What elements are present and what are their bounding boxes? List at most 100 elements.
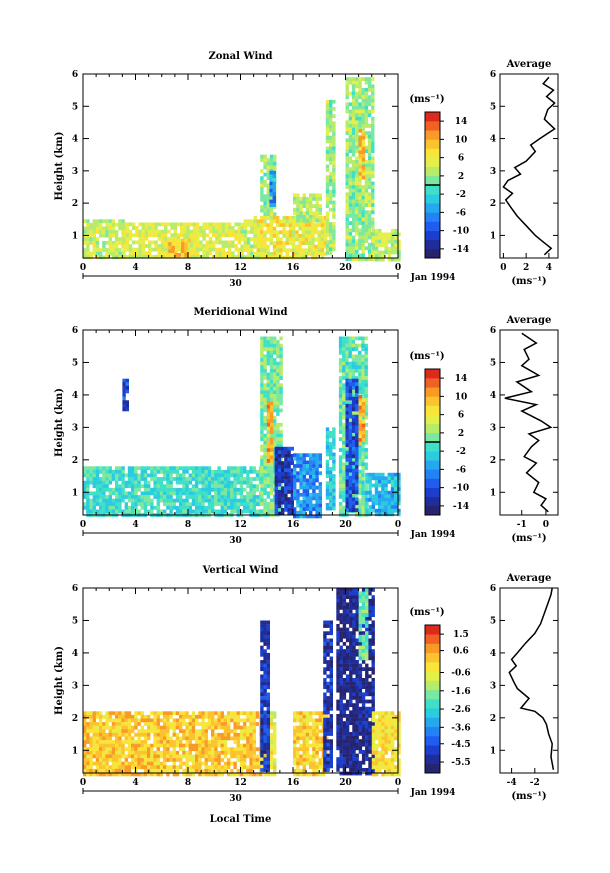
echo-cell [263,469,267,474]
echo-cell [273,386,277,391]
echo-cell [108,711,112,716]
echo-cell [325,438,330,442]
echo-cell [239,765,244,770]
echo-cell [296,772,300,777]
echo-cell [273,758,277,762]
echo-cell [290,504,294,509]
echo-cell [211,473,215,478]
echo-cell [164,251,168,256]
echo-cell [188,487,192,492]
echo-cell [273,419,277,424]
echo-cell [358,487,362,492]
echo-cell [305,761,310,766]
echo-cell [345,425,349,430]
echo-cell [122,222,126,227]
echo-cell [198,743,202,748]
echo-cell [256,252,261,256]
echo-cell [345,429,349,433]
echo-cell [293,761,297,766]
echo-cell [228,229,232,234]
echo-cell [186,233,190,238]
echo-cell [364,178,369,182]
echo-cell [102,747,106,752]
echo-cell [290,472,294,476]
echo-cell [364,181,369,186]
echo-cell [249,718,253,723]
echo-cell [292,252,296,256]
echo-cell [153,725,157,730]
echo-cell [274,457,278,462]
echo-cell [132,226,136,230]
day-label: 30 [229,279,242,289]
echo-cell [269,761,274,766]
echo-cell [266,401,271,406]
echo-cell [95,732,100,737]
echo-cell [214,469,218,474]
echo-cell [302,714,306,719]
echo-cell [263,194,267,199]
echo-cell [345,145,349,150]
echo-cell [361,160,365,164]
echo-cell [83,743,87,748]
echo-cell [175,736,180,741]
echo-cell [246,736,250,741]
echo-cell [115,772,119,777]
echo-cell [246,219,251,224]
echo-cell [325,233,330,237]
echo-cell [394,246,398,251]
echo-cell [239,729,244,734]
echo-cell [227,491,231,496]
echo-cell [143,740,148,744]
echo-cell [182,754,186,759]
echo-cell [236,491,240,496]
echo-cell [102,736,106,741]
echo-cell [131,505,135,510]
echo-cell [279,394,283,398]
echo-cell [311,234,315,238]
echo-cell [263,509,267,514]
echo-cell [147,491,151,496]
echo-cell [99,772,103,777]
echo-cell [290,461,294,465]
echo-cell [134,750,138,755]
echo-cell [371,501,375,506]
echo-cell [115,505,119,510]
echo-cell [371,192,375,197]
echo-cell [252,491,256,496]
echo-cell [166,505,170,510]
echo-cell [220,743,224,748]
echo-cell [351,109,356,114]
echo-cell [127,754,132,759]
echo-cell [299,768,303,773]
echo-cell [358,120,362,125]
echo-cell [288,237,293,242]
echo-cell [260,252,264,256]
echo-cell [111,750,116,755]
echo-cell [324,241,328,245]
echo-cell [196,226,200,230]
echo-cell [263,627,267,632]
echo-cell [305,714,310,719]
echo-cell [227,495,231,499]
echo-cell [239,768,244,773]
echo-cell [122,396,126,401]
echo-cell [188,768,192,773]
echo-cell [329,251,333,255]
echo-cell [296,471,300,476]
echo-cell [358,95,362,99]
echo-cell [111,729,116,734]
echo-cell [292,237,296,242]
echo-cell [205,226,209,230]
echo-cell [338,394,343,398]
colorbar-tick-label: -2 [456,190,466,200]
echo-cell [175,772,180,777]
echo-cell [348,127,353,132]
echo-cell [309,467,313,472]
echo-cell [153,761,157,766]
echo-cell [185,491,189,496]
echo-cell [305,485,310,490]
echo-cell [159,491,164,496]
echo-cell [266,252,270,256]
echo-cell [236,502,240,507]
echo-cell [204,758,208,762]
